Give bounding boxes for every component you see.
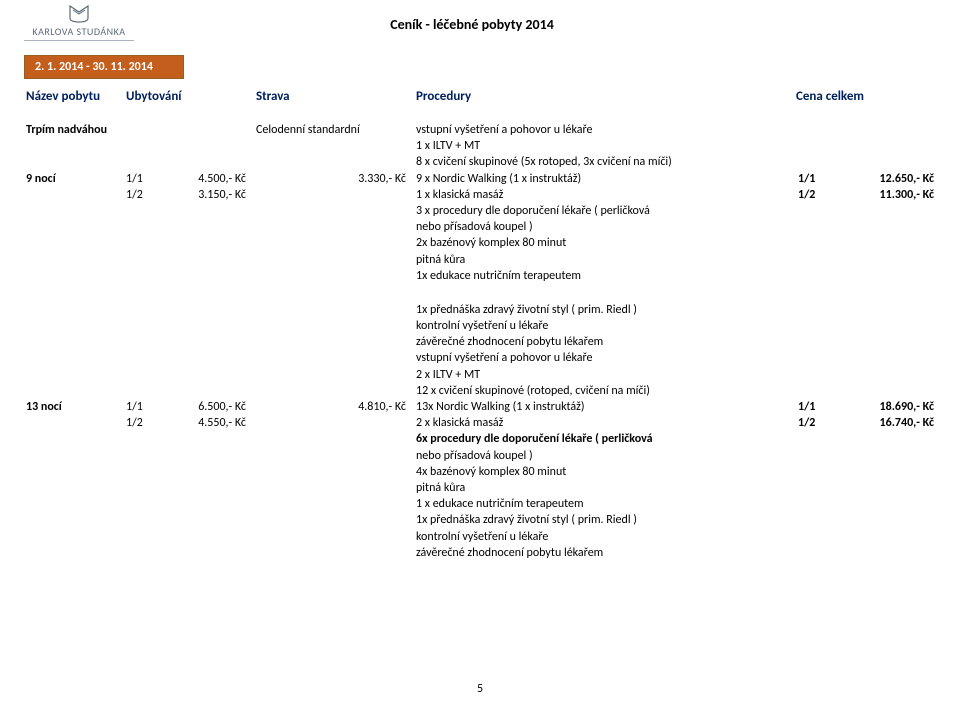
lodging-price: 4.550,- Kč <box>160 415 256 431</box>
col-header-procedures: Procedury <box>416 89 796 104</box>
col-header-total: Cena celkem <box>796 89 934 104</box>
procedure-line: pitná kůra <box>416 480 798 496</box>
stay-name: Trpím nadváhou <box>26 122 126 138</box>
procedure-line: 1 x ILTV + MT <box>416 138 798 154</box>
total-price: 12.650,- Kč <box>828 171 934 187</box>
col-header-lodging: Ubytování <box>126 89 256 104</box>
logo-crest-icon <box>66 4 92 24</box>
stay-block-2: 1x přednáška zdravý životní styl ( prim.… <box>24 302 920 561</box>
procedure-line: 9 x Nordic Walking (1 x instruktáž) <box>416 171 798 187</box>
col-header-name: Název pobytu <box>26 89 126 104</box>
table-header: Název pobytu Ubytování Strava Procedury … <box>24 89 920 104</box>
meal-price: 4.810,- Kč <box>256 399 416 415</box>
meal-price: 3.330,- Kč <box>256 171 416 187</box>
nights-label: 13 nocí <box>26 399 126 415</box>
logo-text: KARLOVA STUDÁNKA <box>24 25 134 41</box>
total-frac: 1/2 <box>798 415 828 431</box>
lodging-price: 3.150,- Kč <box>160 187 256 203</box>
procedure-line: závěrečné zhodnocení pobytu lékařem <box>416 545 798 561</box>
page-number: 5 <box>477 682 483 696</box>
meal-label: Celodenní standardní <box>256 122 416 138</box>
date-range: 2. 1. 2014 - 30. 11. 2014 <box>24 55 184 79</box>
procedure-line: pitná kůra <box>416 252 798 268</box>
procedure-line: 2x bazénový komplex 80 minut <box>416 235 798 251</box>
col-header-meal: Strava <box>256 89 416 104</box>
total-price: 16.740,- Kč <box>828 415 934 431</box>
procedure-line: kontrolní vyšetření u lékaře <box>416 318 798 334</box>
nights-label: 9 nocí <box>26 171 126 187</box>
procedure-line: 1 x klasická masáž <box>416 187 798 203</box>
procedure-line: 1 x edukace nutričním terapeutem <box>416 496 798 512</box>
procedure-line: 1x přednáška zdravý životní styl ( prim.… <box>416 512 798 528</box>
total-frac: 1/2 <box>798 187 828 203</box>
procedure-line: 2 x klasická masáž <box>416 415 798 431</box>
procedure-line: kontrolní vyšetření u lékaře <box>416 529 798 545</box>
procedure-line: 1x přednáška zdravý životní styl ( prim.… <box>416 302 798 318</box>
total-price: 11.300,- Kč <box>828 187 934 203</box>
procedure-line: 2 x ILTV + MT <box>416 367 798 383</box>
stay-block-1: Trpím nadváhou Celodenní standardní vstu… <box>24 122 920 284</box>
procedure-line: nebo přísadová koupel ) <box>416 448 798 464</box>
procedure-line: vstupní vyšetření a pohovor u lékaře <box>416 350 798 366</box>
lodging-frac: 1/1 <box>126 171 160 187</box>
procedure-line: nebo přísadová koupel ) <box>416 219 798 235</box>
procedure-line: 1x edukace nutričním terapeutem <box>416 268 798 284</box>
procedure-line: 8 x cvičení skupinové (5x rotoped, 3x cv… <box>416 154 798 170</box>
procedure-line: 12 x cvičení skupinové (rotoped, cvičení… <box>416 383 798 399</box>
total-frac: 1/1 <box>798 171 828 187</box>
procedure-line: 6x procedury dle doporučení lékaře ( per… <box>416 431 798 447</box>
logo: KARLOVA STUDÁNKA <box>24 4 134 41</box>
total-frac: 1/1 <box>798 399 828 415</box>
procedure-line: závěrečné zhodnocení pobytu lékařem <box>416 334 798 350</box>
document-title: Ceník - léčebné pobyty 2014 <box>24 16 920 33</box>
total-price: 18.690,- Kč <box>828 399 934 415</box>
procedure-line: vstupní vyšetření a pohovor u lékaře <box>416 122 798 138</box>
lodging-frac: 1/1 <box>126 399 160 415</box>
lodging-price: 6.500,- Kč <box>160 399 256 415</box>
lodging-price: 4.500,- Kč <box>160 171 256 187</box>
procedure-line: 13x Nordic Walking (1 x instruktáž) <box>416 399 798 415</box>
procedure-line: 4x bazénový komplex 80 minut <box>416 464 798 480</box>
lodging-frac: 1/2 <box>126 187 160 203</box>
procedure-line: 3 x procedury dle doporučení lékaře ( pe… <box>416 203 798 219</box>
lodging-frac: 1/2 <box>126 415 160 431</box>
